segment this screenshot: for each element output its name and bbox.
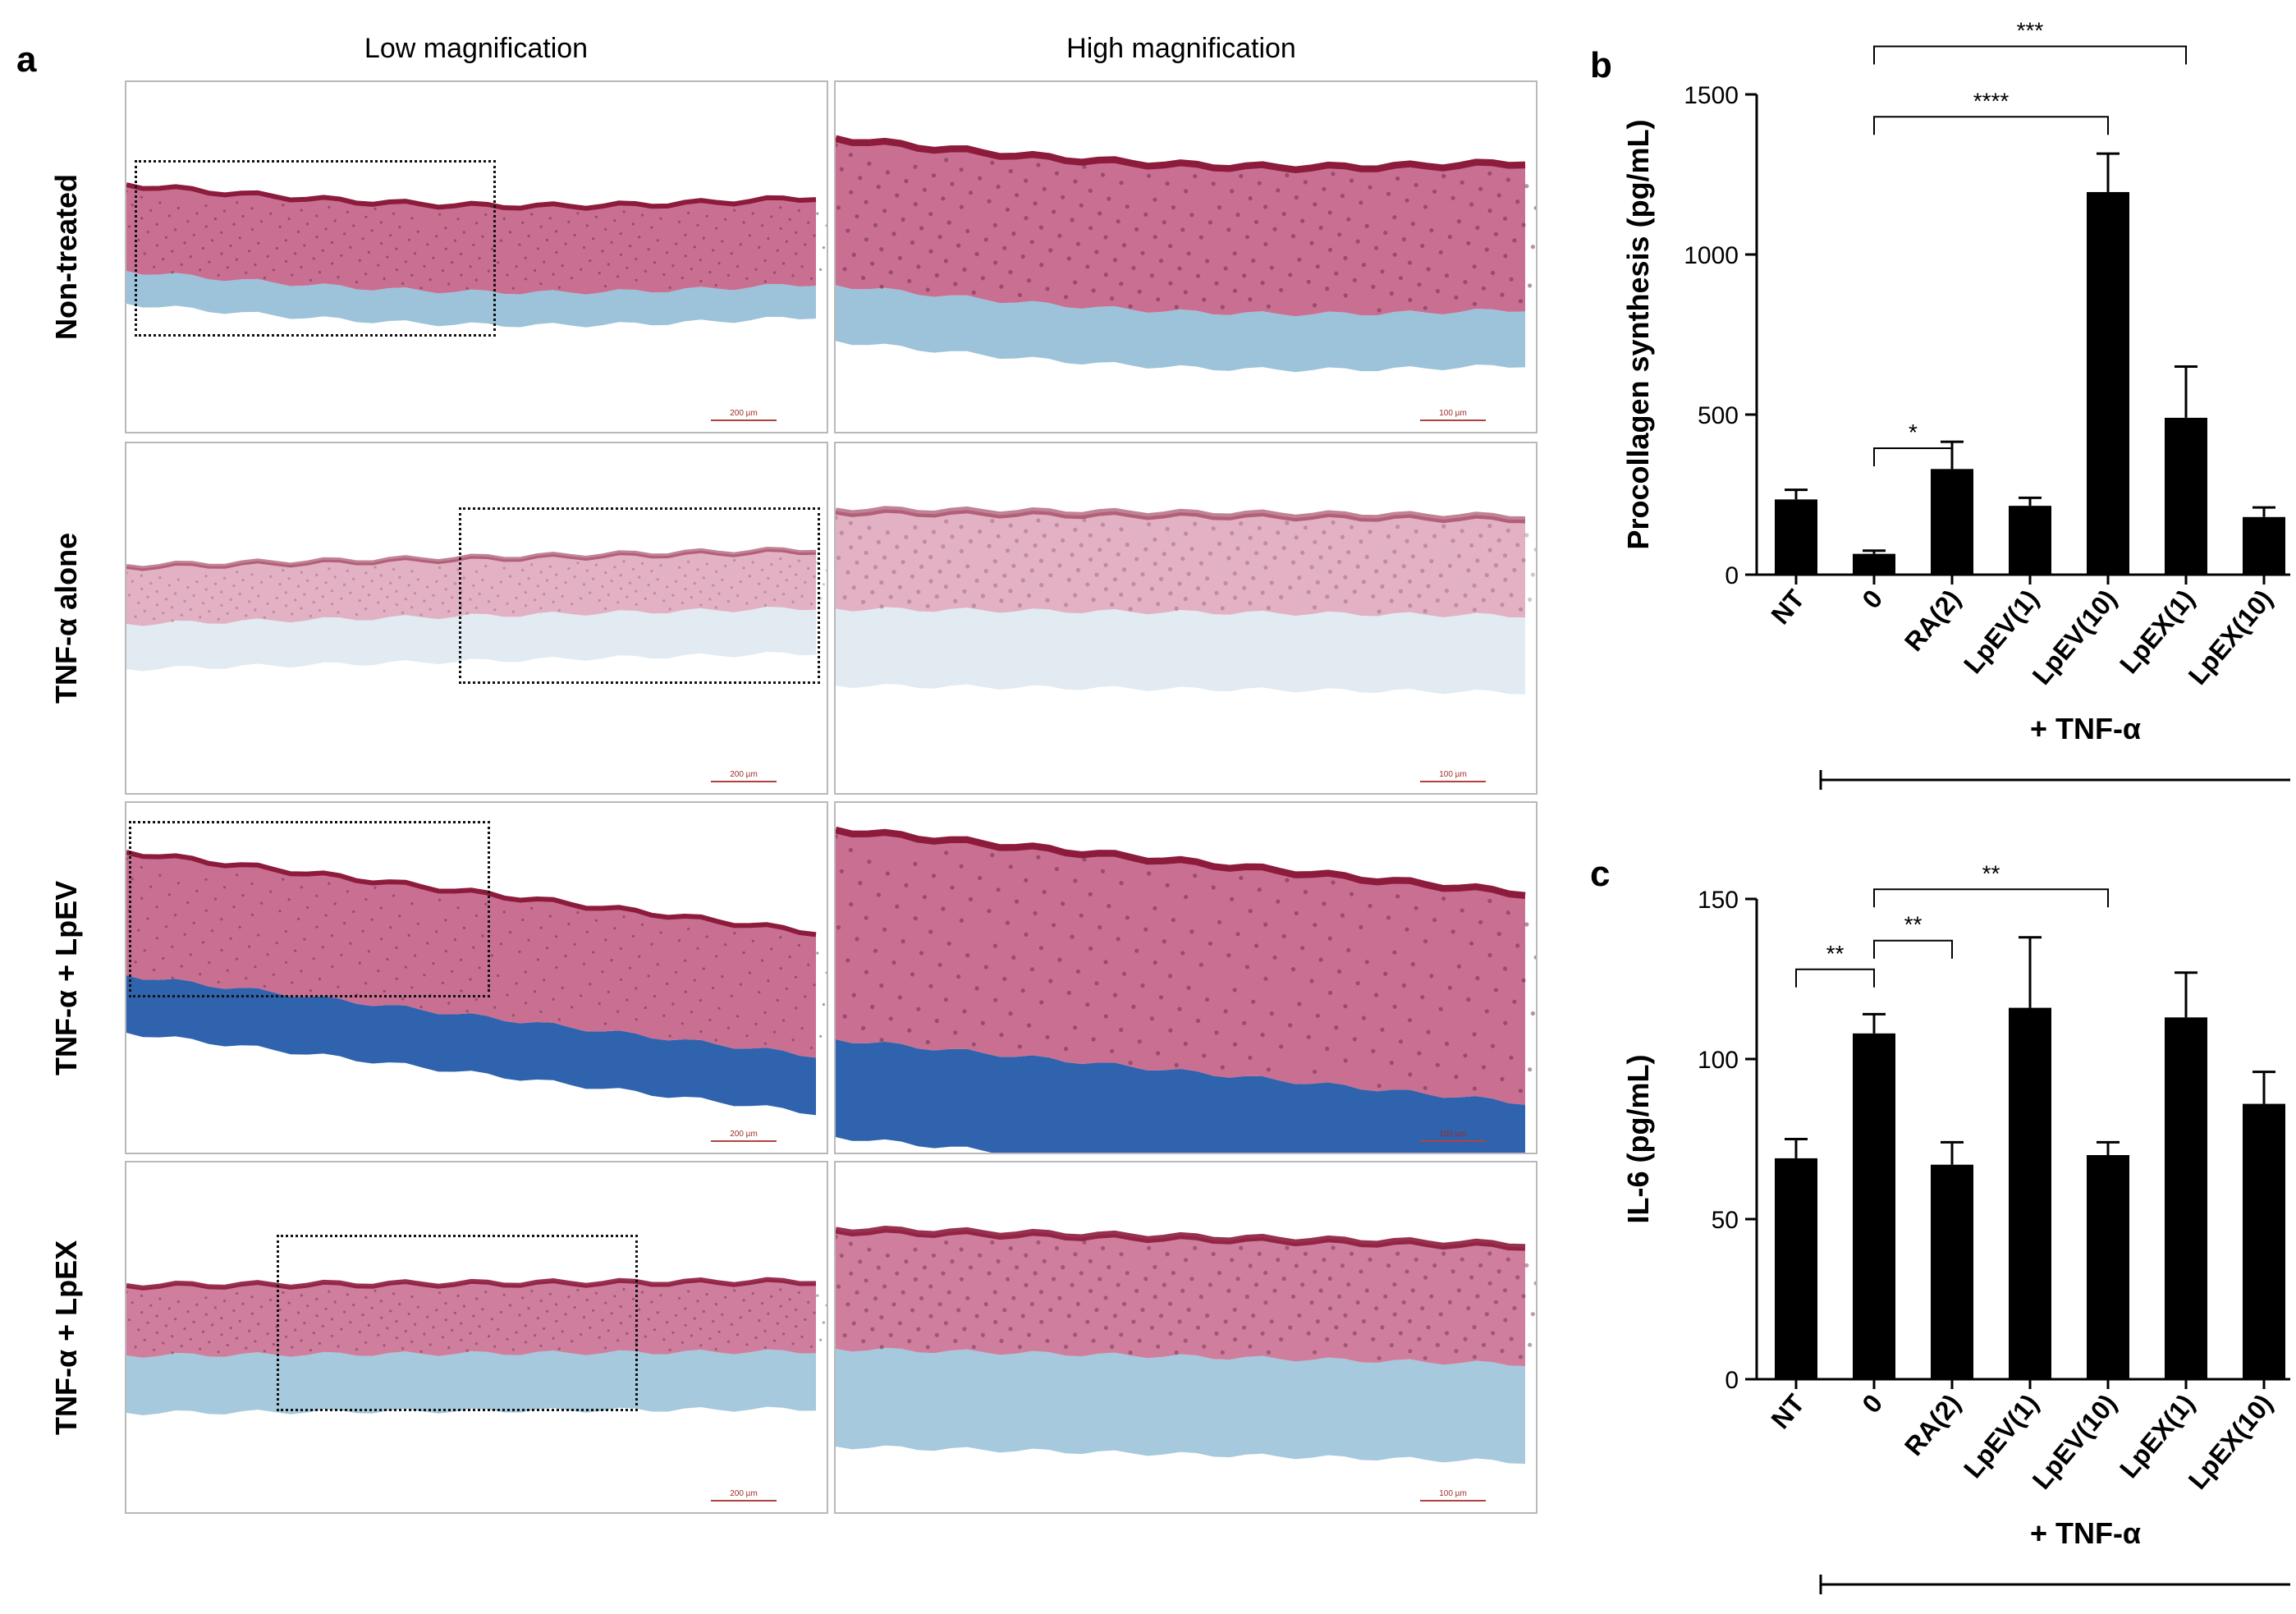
zoom-region-box [129,821,490,997]
bar-LpEX(1) [2165,1017,2207,1379]
significance-label: ** [1982,860,2000,886]
y-tick-label: 0 [1725,562,1739,589]
bar-LpEX(10) [2243,1103,2285,1379]
y-axis-label: Procollagen synthesis (pg/mL) [1621,119,1655,549]
high-mag-image-row-1: 100 µm [834,80,1538,433]
scale-bar: 200 µm [711,1130,777,1142]
row-label-2: TNF-α alone [49,532,83,704]
significance-bracket [1873,116,2109,135]
panel-b-letter: b [1590,45,1612,85]
col-header-low: Low magnification [364,33,589,64]
x-category-label: RA(2) [1899,584,1966,657]
significance-label: ** [1826,941,1845,966]
high-mag-image-row-2: 100 µm [834,442,1538,795]
bar-LpEV(1) [2009,506,2051,575]
x-category-label: 0 [1856,584,1888,614]
low-mag-image-row-4: 200 µm [125,1161,828,1514]
significance-label: ** [1904,912,1922,938]
bar-NT [1775,1158,1817,1379]
row-label-3: TNF-α + LpEV [49,880,83,1075]
y-tick-label: 1500 [1684,82,1739,109]
scale-bar: 200 µm [711,770,777,782]
scale-bar: 100 µm [1420,1130,1486,1142]
x-category-label: NT [1765,584,1810,630]
scale-bar: 100 µm [1420,1489,1486,1502]
scale-bar: 100 µm [1420,770,1486,782]
zoom-region-box [459,507,820,684]
high-mag-image-row-4: 100 µm [834,1161,1538,1514]
panel-a-letter: a [16,39,37,80]
x-category-label: LpEX(10) [2183,1388,2279,1494]
y-tick-label: 1000 [1684,242,1739,269]
x-category-label: LpEV(10) [2027,584,2123,690]
zoom-region-box [135,160,496,337]
bar-LpEX(10) [2243,516,2285,575]
low-mag-image-row-3: 200 µm [125,801,828,1154]
group-label: + TNF-α [2030,712,2141,745]
significance-bracket [1873,45,2187,65]
row-label-1: Non-treated [49,173,83,340]
bar-0 [1853,553,1895,575]
y-tick-label: 500 [1698,402,1739,429]
y-tick-label: 50 [1712,1207,1739,1234]
significance-label: * [1909,420,1918,445]
significance-label: *** [2017,18,2044,44]
high-mag-image-row-3: 100 µm [834,801,1538,1154]
bar-RA(2) [1931,1164,1973,1379]
bar-LpEV(10) [2087,1155,2129,1379]
low-mag-image-row-2: 200 µm [125,442,828,795]
significance-bracket [1795,968,1875,988]
x-category-label: NT [1765,1388,1810,1434]
x-category-label: 0 [1856,1388,1888,1419]
y-tick-label: 150 [1698,887,1739,914]
scale-bar: 200 µm [711,409,777,421]
x-category-label: RA(2) [1899,1388,1966,1461]
group-label: + TNF-α [2030,1516,2141,1550]
col-header-high: High magnification [1066,33,1296,64]
x-category-label: LpEV(10) [2027,1388,2123,1494]
scale-bar: 100 µm [1420,409,1486,421]
low-mag-image-row-1: 200 µm [125,80,828,433]
significance-bracket [1873,447,1953,466]
x-category-label: LpEX(10) [2183,584,2279,690]
bar-NT [1775,499,1817,575]
y-tick-label: 100 [1698,1047,1739,1074]
significance-bracket [1873,888,2109,908]
scale-bar: 200 µm [711,1489,777,1502]
significance-label: **** [1973,88,2010,113]
procollagen-bar-chart: 0 500 1000 1500 Procollagen synthesis (pg/mL… [1621,18,2290,790]
bar-LpEV(1) [2009,1007,2051,1379]
row-label-4: TNF-α + LpEX [49,1240,83,1435]
bar-0 [1853,1033,1895,1379]
y-axis-label: IL-6 (pg/mL) [1621,1055,1655,1224]
bar-LpEV(10) [2087,191,2129,575]
significance-bracket [1873,939,1953,959]
bar-LpEX(1) [2165,417,2207,575]
panel-c-letter: c [1590,854,1611,894]
zoom-region-box [277,1235,638,1411]
bar-RA(2) [1931,469,1973,575]
y-tick-label: 0 [1725,1367,1739,1394]
